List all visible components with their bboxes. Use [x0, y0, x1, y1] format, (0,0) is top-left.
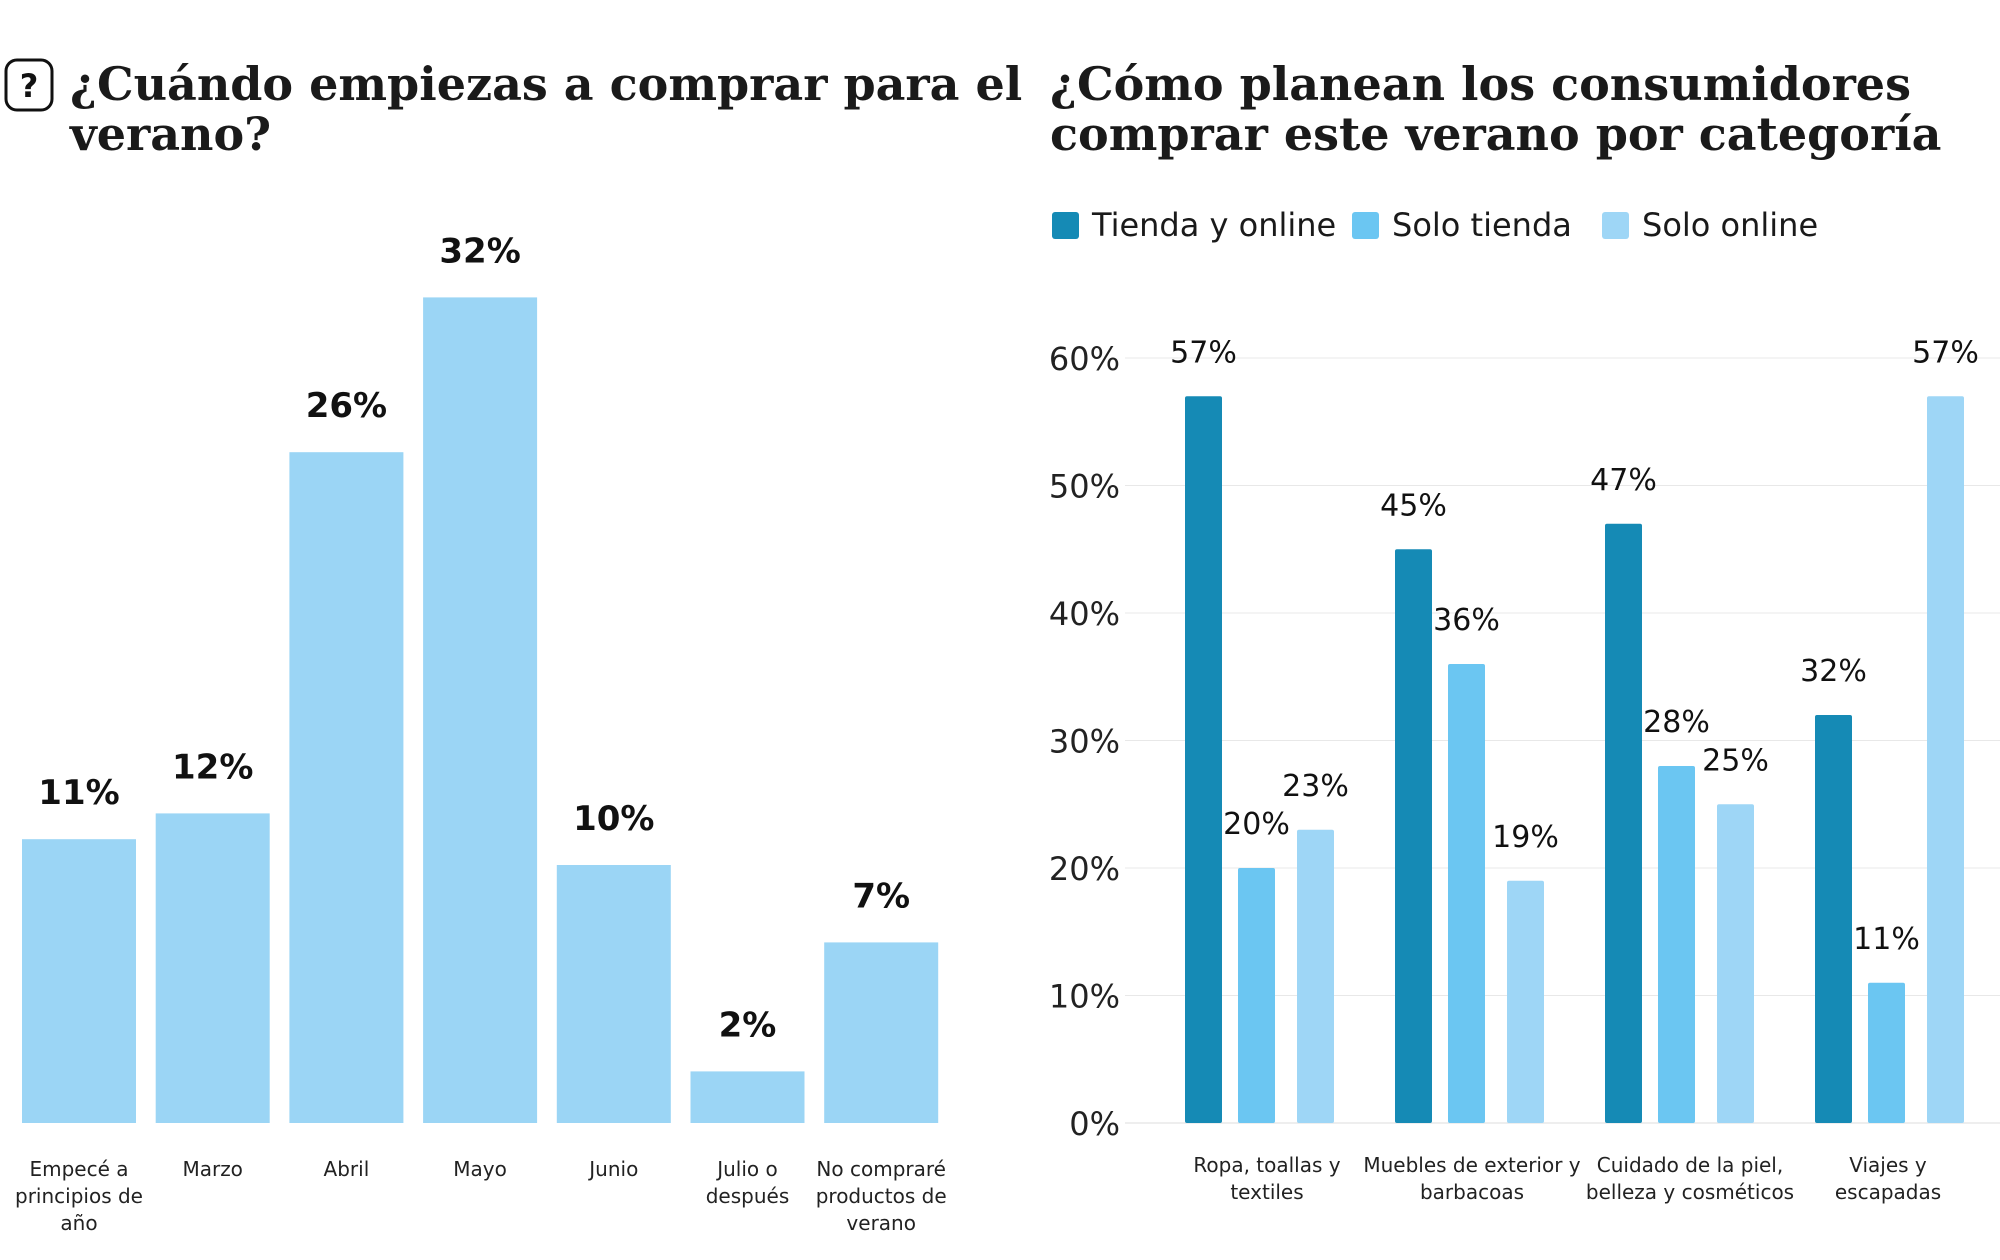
- chart1-category-line: Marzo: [182, 1157, 242, 1181]
- chart2-category-label: Viajes y escapadas: [1835, 1153, 1941, 1204]
- chart2-bar: [1658, 766, 1695, 1123]
- chart1-category-line: verano: [846, 1211, 916, 1235]
- legend-label: Solo online: [1642, 206, 1818, 244]
- chart2-bar: [1185, 396, 1222, 1123]
- chart2-category-line: escapadas: [1835, 1180, 1941, 1204]
- chart2-value-label: 45%: [1380, 488, 1447, 523]
- chart1-category-label: Junio: [587, 1157, 638, 1181]
- chart2-value-label: 28%: [1643, 705, 1710, 740]
- chart1-category-label: Empecé a principios de año: [15, 1157, 143, 1235]
- chart2-bar: [1605, 523, 1642, 1123]
- legend-label: Tienda y online: [1091, 206, 1336, 244]
- y-tick-label: 10%: [1049, 978, 1120, 1016]
- chart1-bar: [289, 452, 404, 1123]
- chart1-title-line1: ¿Cuándo empiezas a comprar para el: [70, 57, 1022, 111]
- chart2-bar: [1868, 982, 1905, 1123]
- chart1-plot: 11% Empecé a principios de año 12% Marzo 26% Ab…: [15, 231, 947, 1235]
- chart2-category-label: Muebles de exterior y barbacoas: [1363, 1153, 1580, 1204]
- question-mark-icon: [4, 58, 54, 112]
- chart1-bar: [556, 865, 671, 1123]
- chart1-category-label: Marzo: [182, 1157, 242, 1181]
- chart1-value-label: 12%: [172, 747, 253, 787]
- chart1-value-label: 32%: [439, 231, 520, 271]
- chart2-category-line: textiles: [1230, 1180, 1303, 1204]
- chart1-category-line: Mayo: [453, 1157, 507, 1181]
- chart1-category-label: Abril: [324, 1157, 370, 1181]
- chart1-category-line: productos de: [816, 1184, 947, 1208]
- chart1-category-line: año: [60, 1211, 97, 1235]
- legend-swatch: [1602, 212, 1629, 239]
- chart2-bar: [1815, 715, 1852, 1123]
- legend-swatch: [1052, 212, 1079, 239]
- chart2-bar: [1507, 880, 1544, 1123]
- chart1-header: ? ¿Cuándo empiezas a comprar para el ver…: [4, 57, 1022, 161]
- y-tick-label: 50%: [1049, 468, 1120, 506]
- chart2-category-line: barbacoas: [1420, 1180, 1524, 1204]
- chart2-category-label: Cuidado de la piel, belleza y cosméticos: [1586, 1153, 1794, 1204]
- chart2-category-label: Ropa, toallas y textiles: [1193, 1153, 1340, 1204]
- chart2-category-line: Cuidado de la piel,: [1597, 1153, 1783, 1177]
- y-tick-label: 0%: [1069, 1105, 1120, 1143]
- chart1-category-line: Julio o: [715, 1157, 778, 1181]
- chart1-bar: [423, 297, 538, 1123]
- chart2-bar: [1297, 829, 1334, 1123]
- chart2-legend: Tienda y online Solo tienda Solo online: [1052, 206, 1818, 244]
- chart2-bar: [1395, 549, 1432, 1123]
- chart1-value-label: 7%: [852, 876, 910, 916]
- chart1-category-line: después: [706, 1184, 790, 1208]
- chart2-bar: [1238, 868, 1275, 1123]
- chart1-category-line: No compraré: [816, 1157, 946, 1181]
- chart1-category-line: Abril: [324, 1157, 370, 1181]
- chart2-value-label: 20%: [1223, 807, 1290, 842]
- question-mark-glyph: ?: [20, 67, 39, 105]
- chart1-category-line: Empecé a: [29, 1157, 128, 1181]
- chart1-value-label: 10%: [573, 799, 654, 839]
- chart1-value-label: 2%: [719, 1005, 777, 1045]
- legend-label: Solo tienda: [1392, 206, 1572, 244]
- chart2-category-line: Muebles de exterior y: [1363, 1153, 1580, 1177]
- chart2-value-label: 47%: [1590, 463, 1657, 498]
- chart2-value-label: 57%: [1912, 335, 1979, 370]
- chart2-category-line: Ropa, toallas y: [1193, 1153, 1340, 1177]
- chart2-value-label: 23%: [1282, 769, 1349, 804]
- chart2-value-label: 11%: [1853, 922, 1920, 957]
- chart2-header: ¿Cómo planean los consumidores comprar e…: [1050, 57, 1941, 161]
- y-tick-label: 20%: [1049, 850, 1120, 888]
- chart2-bar: [1717, 804, 1754, 1123]
- chart1-category-line: principios de: [15, 1184, 143, 1208]
- chart2-category-line: belleza y cosméticos: [1586, 1180, 1794, 1204]
- chart1-title-line2: verano?: [69, 107, 271, 161]
- chart1-value-label: 11%: [38, 773, 119, 813]
- y-tick-label: 40%: [1049, 595, 1120, 633]
- chart2-bar: [1448, 664, 1485, 1123]
- chart1-bar: [690, 1071, 805, 1123]
- y-tick-label: 30%: [1049, 723, 1120, 761]
- chart2-category-line: Viajes y: [1849, 1153, 1927, 1177]
- chart2-value-label: 32%: [1800, 654, 1867, 689]
- chart2-value-label: 19%: [1492, 820, 1559, 855]
- chart2-value-label: 36%: [1433, 603, 1500, 638]
- chart2-value-label: 25%: [1702, 743, 1769, 778]
- chart1-value-label: 26%: [306, 386, 387, 426]
- chart1-bar: [824, 942, 939, 1123]
- chart1-category-label: No compraré productos de verano: [816, 1157, 947, 1235]
- chart1-category-label: Mayo: [453, 1157, 507, 1181]
- chart2-plot: 0%10%20%30%40%50%60% 57%20%23%Ropa, toall…: [1049, 335, 2000, 1204]
- chart1-bar: [155, 813, 270, 1123]
- chart1-category-label: Julio o después: [706, 1157, 790, 1208]
- y-tick-label: 60%: [1049, 340, 1120, 378]
- chart2-title-line2: comprar este verano por categoría: [1050, 107, 1941, 161]
- chart2-title-line1: ¿Cómo planean los consumidores: [1050, 57, 1911, 111]
- legend-swatch: [1352, 212, 1379, 239]
- chart2-value-label: 57%: [1170, 335, 1237, 370]
- chart2-bar: [1927, 396, 1964, 1123]
- chart1-bar: [22, 839, 136, 1123]
- chart1-category-line: Junio: [587, 1157, 638, 1181]
